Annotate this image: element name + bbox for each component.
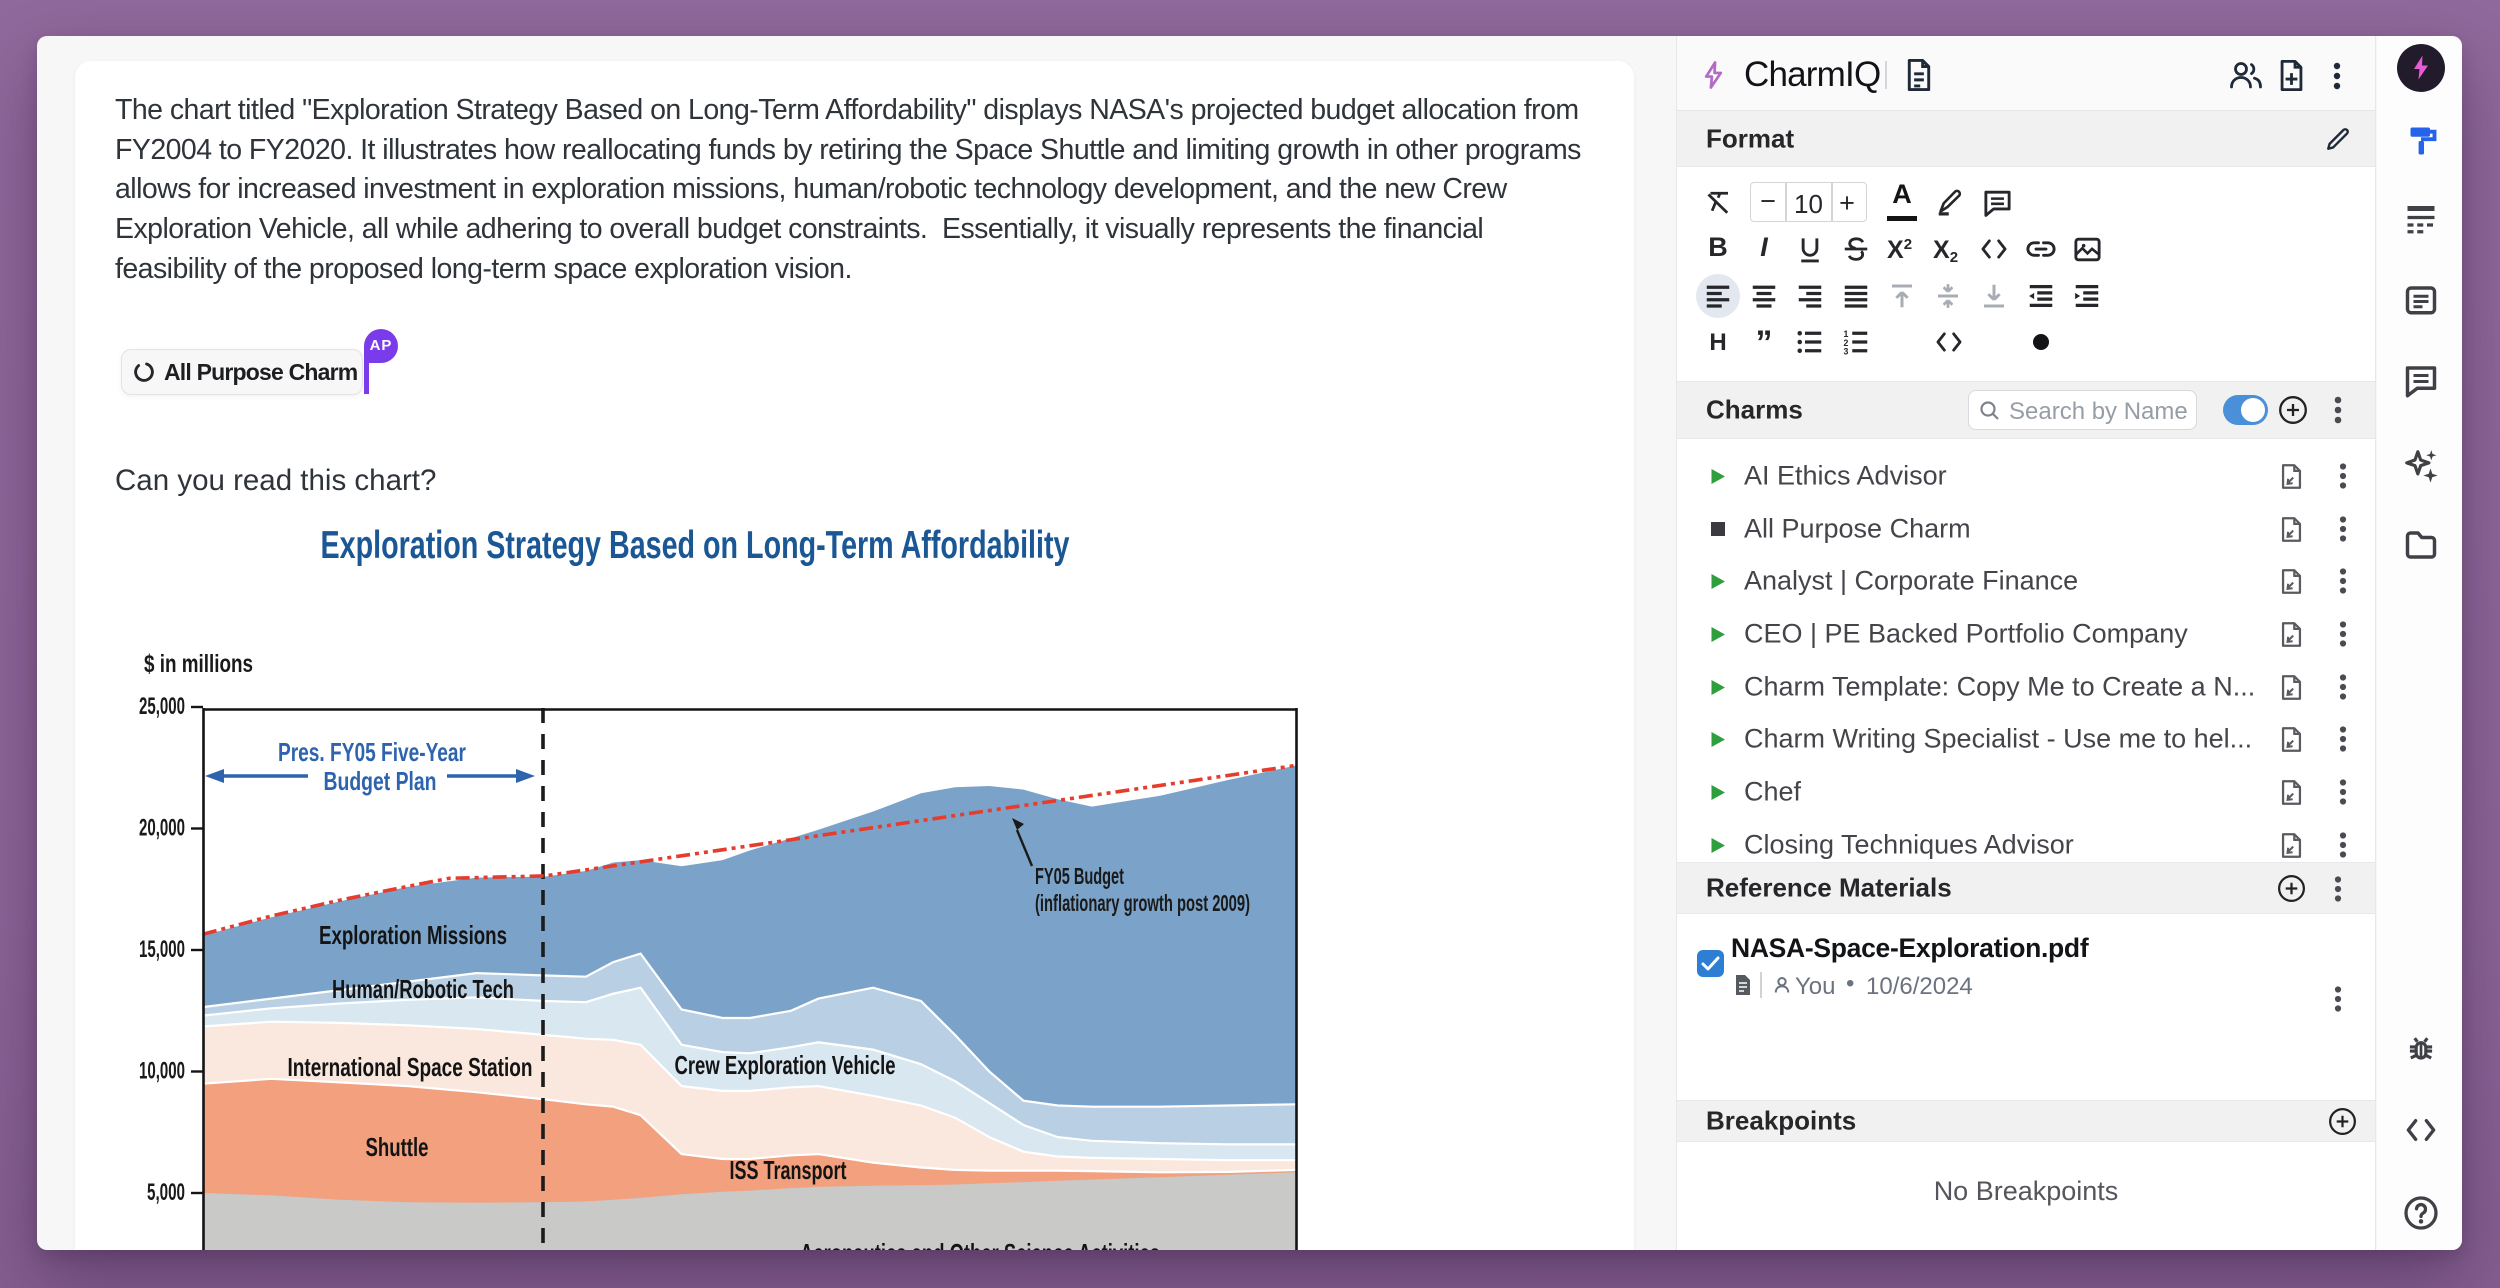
svg-text:20,000: 20,000 bbox=[139, 815, 185, 842]
svg-text:Exploration Missions: Exploration Missions bbox=[319, 920, 507, 950]
svg-text:Shuttle: Shuttle bbox=[366, 1132, 429, 1162]
svg-text:International Space Station: International Space Station bbox=[288, 1052, 533, 1082]
svg-text:Human/Robotic Tech: Human/Robotic Tech bbox=[332, 974, 514, 1004]
svg-text:FY05 Budget: FY05 Budget bbox=[1035, 863, 1124, 889]
svg-text:Pres. FY05 Five-Year: Pres. FY05 Five-Year bbox=[278, 737, 466, 767]
svg-text:Aeronautics and Other Science: Aeronautics and Other Science Activities bbox=[800, 1238, 1160, 1250]
svg-text:5,000: 5,000 bbox=[147, 1179, 185, 1206]
svg-text:15,000: 15,000 bbox=[139, 936, 185, 963]
svg-text:$ in millions: $ in millions bbox=[144, 650, 253, 678]
svg-text:1: 1 bbox=[1844, 329, 1849, 339]
svg-text:25,000: 25,000 bbox=[139, 693, 185, 720]
svg-text:ISS Transport: ISS Transport bbox=[730, 1155, 847, 1185]
svg-text:(inflationary growth post 2009: (inflationary growth post 2009) bbox=[1035, 890, 1250, 916]
svg-text:10,000: 10,000 bbox=[139, 1058, 185, 1085]
svg-text:2: 2 bbox=[1844, 338, 1849, 348]
svg-text:Crew Exploration Vehicle: Crew Exploration Vehicle bbox=[675, 1050, 896, 1080]
svg-text:3: 3 bbox=[1844, 347, 1849, 357]
svg-text:Budget Plan: Budget Plan bbox=[324, 766, 437, 796]
